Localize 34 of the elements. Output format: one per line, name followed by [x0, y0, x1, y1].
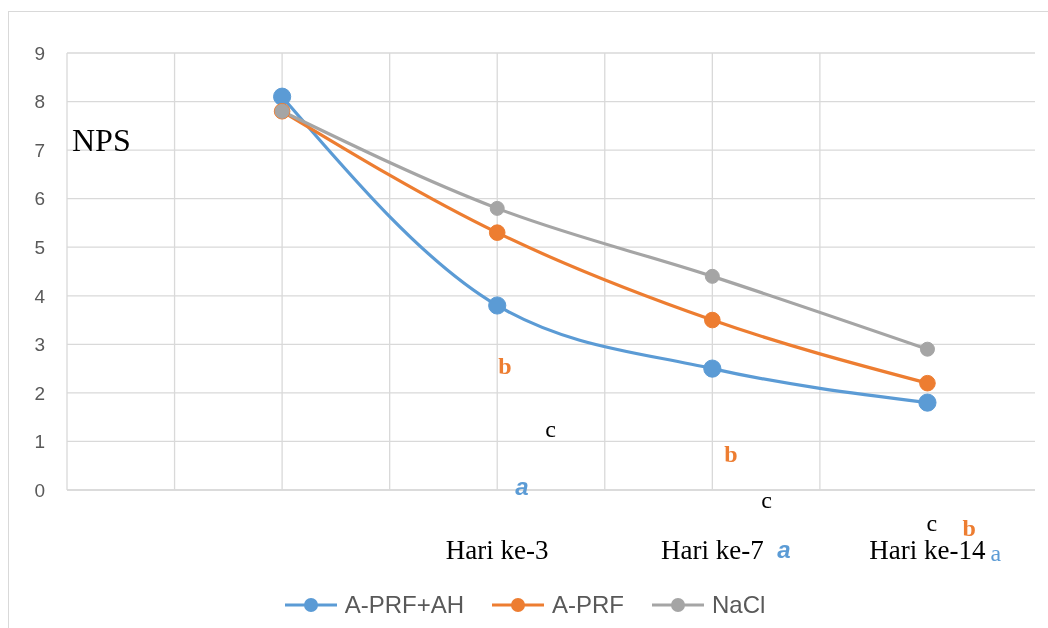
x-tick-label: Hari ke-7	[660, 535, 764, 566]
y-tick-label: 4	[34, 285, 46, 307]
point	[488, 224, 506, 241]
text: a	[990, 539, 1002, 566]
legend-label: A-PRF	[552, 591, 624, 619]
annotation: c	[545, 415, 556, 442]
point	[273, 87, 292, 106]
annotation: c	[761, 487, 772, 514]
point	[704, 268, 720, 284]
y-tick-label: 1	[34, 431, 45, 453]
point	[919, 374, 936, 392]
point	[918, 393, 937, 412]
y-tick-label: 6	[34, 188, 45, 210]
point	[703, 359, 722, 378]
y-tick-label: 9	[34, 42, 45, 64]
y-tick-label: 8	[34, 91, 45, 113]
point	[488, 296, 507, 315]
y-tick-label: 2	[34, 382, 45, 404]
legend-label: A-PRF+AH	[344, 591, 464, 619]
legend-label: NaCl	[712, 591, 766, 619]
annotation: a	[515, 473, 529, 500]
y-tick-label: 5	[34, 236, 45, 258]
y-tick-label: 0	[34, 479, 45, 501]
point	[489, 200, 505, 216]
x-tick-label: Hari ke-3	[445, 535, 549, 566]
text: c	[926, 510, 938, 537]
point	[704, 311, 721, 329]
point	[919, 341, 935, 357]
annotation: b	[724, 440, 738, 467]
y-tick-label: 3	[34, 334, 45, 356]
text: a	[777, 536, 791, 564]
y-tick-label: 7	[34, 139, 45, 161]
annotation: b	[498, 352, 512, 379]
y-axis-title: NPS	[72, 122, 131, 159]
